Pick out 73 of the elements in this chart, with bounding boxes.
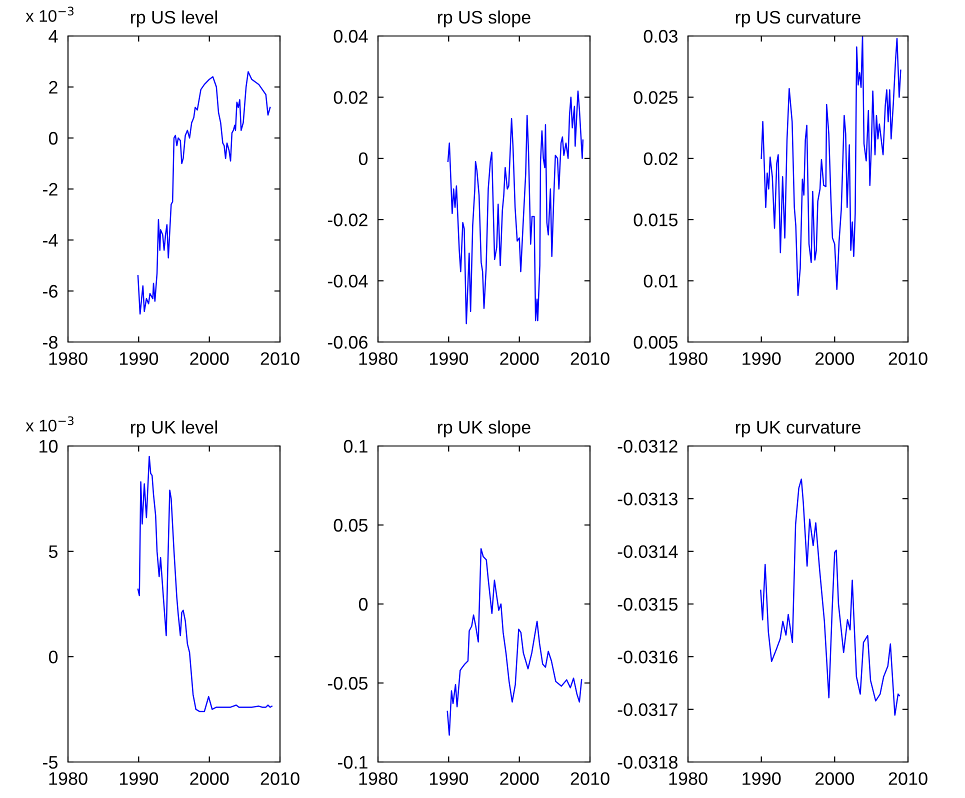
y-tick-label: -0.06 — [328, 336, 368, 349]
x-tick-label: 1980 — [49, 772, 88, 785]
y-tick-label: 0.005 — [634, 336, 678, 349]
y-tick-label: 0.1 — [344, 440, 368, 453]
y-tick-label: 0 — [48, 650, 58, 664]
text: x 10$^{−3}$ — [26, 416, 74, 432]
y-tick-label: -0.0315 — [618, 598, 678, 611]
x-tick-label: 2000 — [190, 352, 229, 365]
text: x 10$^{−3}$ — [26, 6, 74, 22]
y-tick-label: 10 — [40, 440, 58, 453]
y-tick-label: -0.0316 — [618, 650, 678, 664]
y-tick-label: 0 — [358, 152, 368, 166]
y-tick-label: -0.0317 — [618, 703, 678, 716]
y-tick-label: 0.02 — [644, 152, 678, 166]
y-tick-label: -2 — [43, 182, 58, 196]
x-tick-label: 2000 — [190, 772, 229, 785]
chart-title: rp US level — [131, 10, 217, 28]
y-tick-label: -0.02 — [328, 214, 368, 226]
y-tick-label: -0.0318 — [618, 756, 678, 769]
y-tick-label: -8 — [43, 336, 58, 349]
y-tick-label: 0.01 — [644, 274, 678, 288]
x-tick-label: 2010 — [570, 772, 610, 785]
x-tick-label: 2010 — [260, 772, 300, 785]
line-series — [760, 36, 902, 296]
chart-title: rp US curvature — [736, 10, 860, 28]
line-series — [446, 548, 582, 736]
x-tick-label: 2000 — [815, 772, 854, 785]
y-tick-label: -0.0314 — [618, 545, 678, 558]
y-tick-label: 0.03 — [644, 30, 678, 43]
x-tick-label: 1980 — [359, 352, 398, 365]
x-tick-label: 2000 — [500, 352, 539, 365]
x-tick-label: 2000 — [815, 352, 854, 365]
y-tick-label: -0.0312 — [618, 440, 678, 453]
y-tick-label: -0.05 — [328, 676, 368, 690]
y-tick-label: 5 — [48, 545, 58, 558]
x-tick-label: 2010 — [888, 352, 928, 365]
y-tick-label: 2 — [49, 80, 58, 94]
chart-title: rp UK slope — [438, 420, 530, 438]
y-tick-label: 0 — [48, 132, 58, 145]
y-tick-label: 0.05 — [334, 518, 368, 532]
x-tick-label: 1990 — [430, 772, 468, 785]
line-series — [137, 456, 272, 712]
x-tick-label: 1980 — [669, 772, 708, 785]
y-tick-label: -6 — [43, 284, 58, 298]
x-tick-label: 1990 — [742, 772, 781, 785]
line-series — [137, 71, 271, 315]
x-tick-label: 2000 — [500, 772, 539, 785]
y-tick-label: 0 — [358, 598, 368, 611]
y-tick-label: 0.04 — [334, 30, 368, 43]
y-tick-label: -0.04 — [328, 274, 368, 288]
y-tick-label: -4 — [43, 234, 58, 247]
y-tick-label: -0.1 — [338, 756, 368, 769]
x-tick-label: 1990 — [120, 772, 158, 785]
y-tick-label: 0.025 — [634, 91, 678, 104]
x-tick-label: 1990 — [742, 352, 781, 365]
x-tick-label: 2010 — [888, 772, 928, 785]
y-tick-label: -0.0313 — [618, 492, 678, 506]
x-tick-label: 1980 — [359, 772, 398, 785]
line-series — [447, 90, 584, 324]
x-tick-label: 2010 — [570, 352, 610, 365]
x-tick-label: 1990 — [120, 352, 158, 365]
chart-title: rp UK level — [131, 420, 217, 438]
x-tick-label: 1990 — [430, 352, 468, 365]
chart-title: rp UK curvature — [736, 421, 860, 438]
x-tick-label: 1980 — [669, 352, 708, 365]
x-tick-label: 2010 — [260, 352, 300, 365]
x-tick-label: 1980 — [49, 352, 88, 365]
y-tick-label: 0.02 — [334, 91, 368, 104]
chart-title: rp US slope — [438, 10, 530, 28]
y-tick-label: 4 — [48, 30, 58, 43]
y-tick-label: 0.015 — [634, 214, 678, 226]
line-series — [760, 478, 900, 716]
y-tick-label: -5 — [43, 756, 58, 769]
